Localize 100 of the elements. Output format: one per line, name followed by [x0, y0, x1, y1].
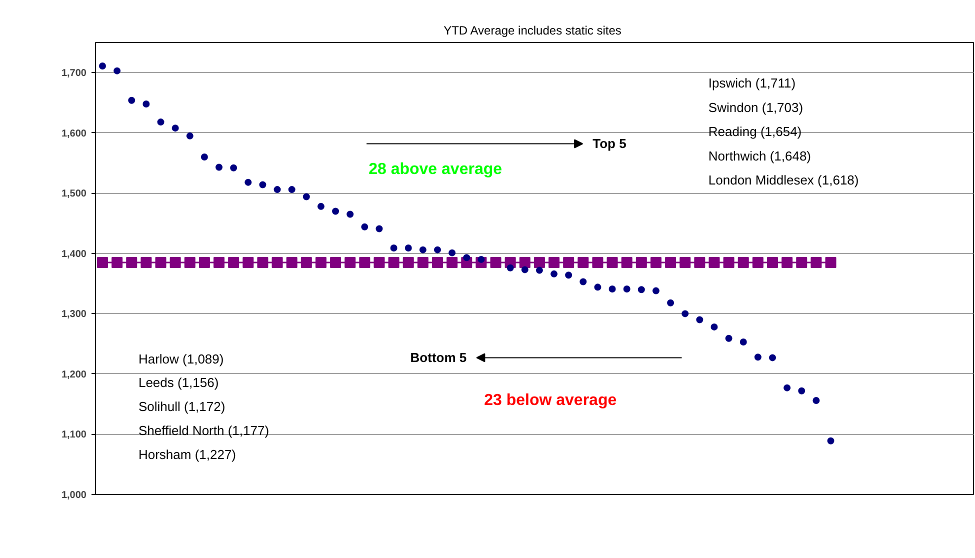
point	[580, 278, 587, 286]
point	[417, 256, 428, 268]
point	[332, 208, 340, 215]
point	[650, 256, 662, 268]
point	[434, 246, 441, 254]
point	[274, 186, 281, 194]
point	[198, 256, 210, 268]
point	[608, 285, 616, 292]
point	[272, 256, 283, 268]
annotation: London Middlesex (1,618)	[708, 172, 859, 188]
point	[157, 118, 164, 126]
point	[592, 256, 604, 268]
point	[126, 256, 138, 268]
point	[680, 256, 691, 268]
point	[96, 256, 108, 268]
point	[98, 62, 106, 70]
point	[228, 256, 240, 268]
point	[825, 256, 836, 268]
point	[754, 354, 762, 361]
point	[652, 287, 660, 294]
point	[708, 256, 720, 268]
y-tick-label: 1,100	[61, 430, 87, 441]
point	[725, 334, 732, 342]
point	[463, 254, 470, 262]
point	[578, 256, 589, 268]
point	[184, 256, 196, 268]
y-tick-label: 1,500	[61, 188, 87, 200]
point	[769, 354, 776, 362]
y-tick-label: 1,300	[61, 309, 87, 320]
annotation: 23 below average	[484, 392, 617, 409]
point	[432, 256, 443, 268]
annotation: Ipswich (1,711)	[708, 75, 796, 90]
point	[767, 256, 778, 268]
point	[419, 246, 426, 254]
point	[155, 256, 166, 268]
point	[244, 178, 252, 186]
point	[374, 256, 385, 268]
annotation: Sheffield North (1,177)	[138, 423, 270, 438]
point	[738, 256, 749, 268]
point	[376, 225, 383, 232]
point	[390, 244, 398, 252]
point	[798, 387, 806, 394]
point	[402, 256, 414, 268]
point	[230, 164, 238, 172]
point	[288, 186, 296, 194]
point	[388, 256, 400, 268]
point	[259, 181, 266, 188]
point	[638, 286, 645, 294]
point	[606, 256, 618, 268]
annotation: Horsham (1,227)	[138, 447, 236, 462]
point	[286, 256, 298, 268]
point	[752, 256, 764, 268]
point	[550, 270, 558, 278]
point	[565, 272, 572, 279]
point	[594, 284, 602, 291]
point	[330, 256, 342, 268]
point	[346, 210, 354, 218]
point	[710, 323, 718, 330]
y-tick-label: 1,400	[61, 248, 87, 260]
point	[827, 437, 834, 444]
point	[490, 256, 502, 268]
point	[140, 256, 152, 268]
point	[812, 396, 820, 404]
point	[621, 256, 632, 268]
point	[300, 256, 312, 268]
annotation: Solihull (1,172)	[138, 399, 226, 414]
point	[534, 256, 545, 268]
point	[112, 256, 123, 268]
point	[128, 96, 136, 104]
point	[359, 256, 370, 268]
point	[521, 266, 528, 274]
point	[665, 256, 676, 268]
annotation: Harlow (1,089)	[138, 351, 224, 366]
point	[186, 132, 194, 140]
y-tick-label: 1,600	[61, 128, 87, 140]
point	[623, 285, 630, 292]
annotation: Bottom 5	[410, 350, 467, 366]
point	[810, 256, 822, 268]
annotation: Reading (1,654)	[708, 124, 802, 140]
point	[784, 384, 791, 392]
point	[682, 310, 689, 318]
point	[214, 256, 225, 268]
point	[563, 256, 574, 268]
point	[216, 164, 223, 171]
point	[506, 264, 514, 272]
point	[242, 256, 254, 268]
point	[257, 256, 268, 268]
point	[317, 202, 324, 210]
point	[782, 256, 793, 268]
annotation: Northwich (1,648)	[708, 148, 812, 164]
point	[723, 256, 734, 268]
point	[142, 100, 150, 108]
y-tick-label: 1,200	[61, 369, 87, 380]
annotation: Top 5	[592, 136, 626, 152]
point	[344, 256, 356, 268]
point	[694, 256, 706, 268]
point	[519, 256, 530, 268]
point	[114, 67, 121, 74]
chart-title: YTD Average includes static sites	[444, 24, 622, 38]
point	[667, 299, 674, 306]
